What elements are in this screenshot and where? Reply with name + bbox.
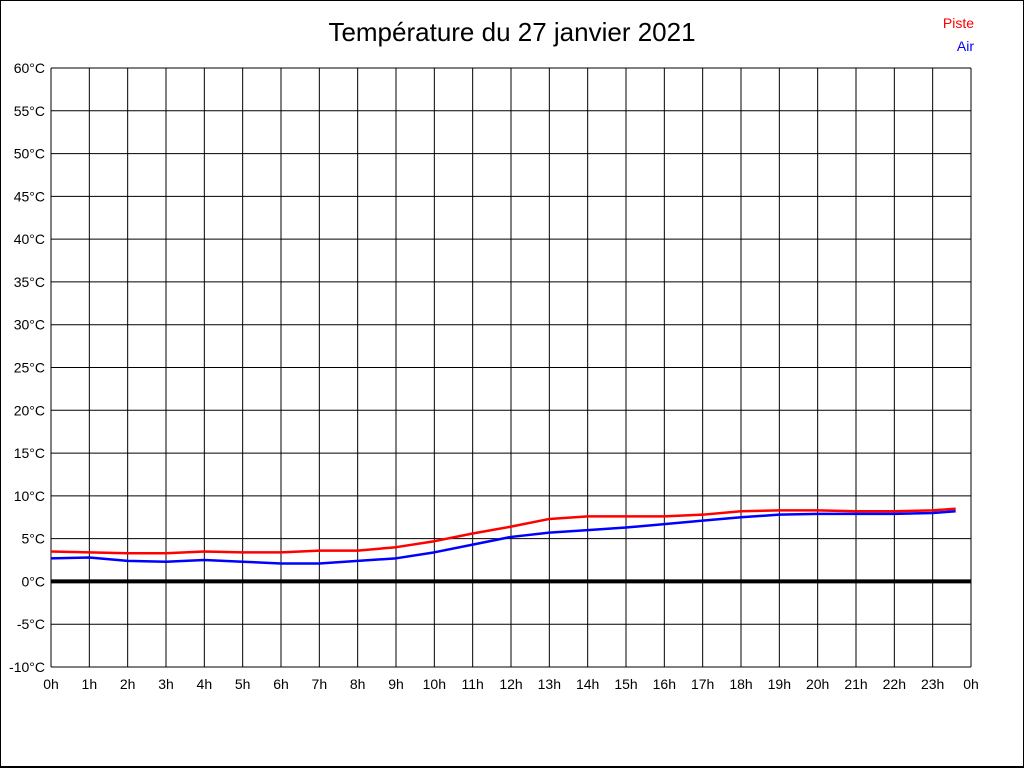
- svg-text:0h: 0h: [43, 676, 59, 692]
- svg-text:60°C: 60°C: [14, 60, 45, 76]
- chart-title: Température du 27 janvier 2021: [328, 17, 696, 47]
- svg-text:11h: 11h: [462, 676, 484, 692]
- svg-text:55°C: 55°C: [14, 103, 45, 119]
- svg-text:21h: 21h: [844, 676, 867, 692]
- svg-text:30°C: 30°C: [14, 317, 45, 333]
- svg-text:14h: 14h: [576, 676, 599, 692]
- svg-text:25°C: 25°C: [14, 360, 45, 376]
- svg-text:3h: 3h: [158, 676, 174, 692]
- svg-text:7h: 7h: [312, 676, 328, 692]
- svg-text:50°C: 50°C: [14, 146, 45, 162]
- svg-text:8h: 8h: [350, 676, 366, 692]
- svg-text:4h: 4h: [197, 676, 213, 692]
- svg-text:23h: 23h: [921, 676, 944, 692]
- svg-text:22h: 22h: [883, 676, 906, 692]
- svg-text:19h: 19h: [768, 676, 791, 692]
- svg-text:40°C: 40°C: [14, 231, 45, 247]
- svg-text:-10°C: -10°C: [9, 659, 45, 675]
- legend: Piste Air: [943, 12, 974, 58]
- legend-item-piste: Piste: [942, 15, 974, 31]
- svg-text:35°C: 35°C: [14, 274, 45, 290]
- svg-text:2h: 2h: [120, 676, 136, 692]
- svg-text:5h: 5h: [235, 676, 251, 692]
- svg-text:-5°C: -5°C: [17, 616, 45, 632]
- svg-text:6h: 6h: [273, 676, 289, 692]
- svg-text:15h: 15h: [614, 676, 637, 692]
- legend-item-air: Air: [956, 38, 974, 54]
- svg-text:10h: 10h: [423, 676, 446, 692]
- svg-text:45°C: 45°C: [14, 188, 45, 204]
- svg-text:0°C: 0°C: [22, 573, 46, 589]
- svg-text:15°C: 15°C: [14, 445, 45, 461]
- svg-text:20°C: 20°C: [14, 402, 45, 418]
- svg-text:10°C: 10°C: [14, 488, 45, 504]
- svg-text:5°C: 5°C: [22, 531, 46, 547]
- svg-text:16h: 16h: [653, 676, 676, 692]
- svg-text:17h: 17h: [691, 676, 714, 692]
- svg-text:13h: 13h: [538, 676, 561, 692]
- svg-text:1h: 1h: [82, 676, 98, 692]
- svg-text:0h: 0h: [963, 676, 979, 692]
- svg-text:18h: 18h: [729, 676, 752, 692]
- svg-text:20h: 20h: [806, 676, 829, 692]
- svg-text:12h: 12h: [499, 676, 522, 692]
- svg-text:9h: 9h: [388, 676, 404, 692]
